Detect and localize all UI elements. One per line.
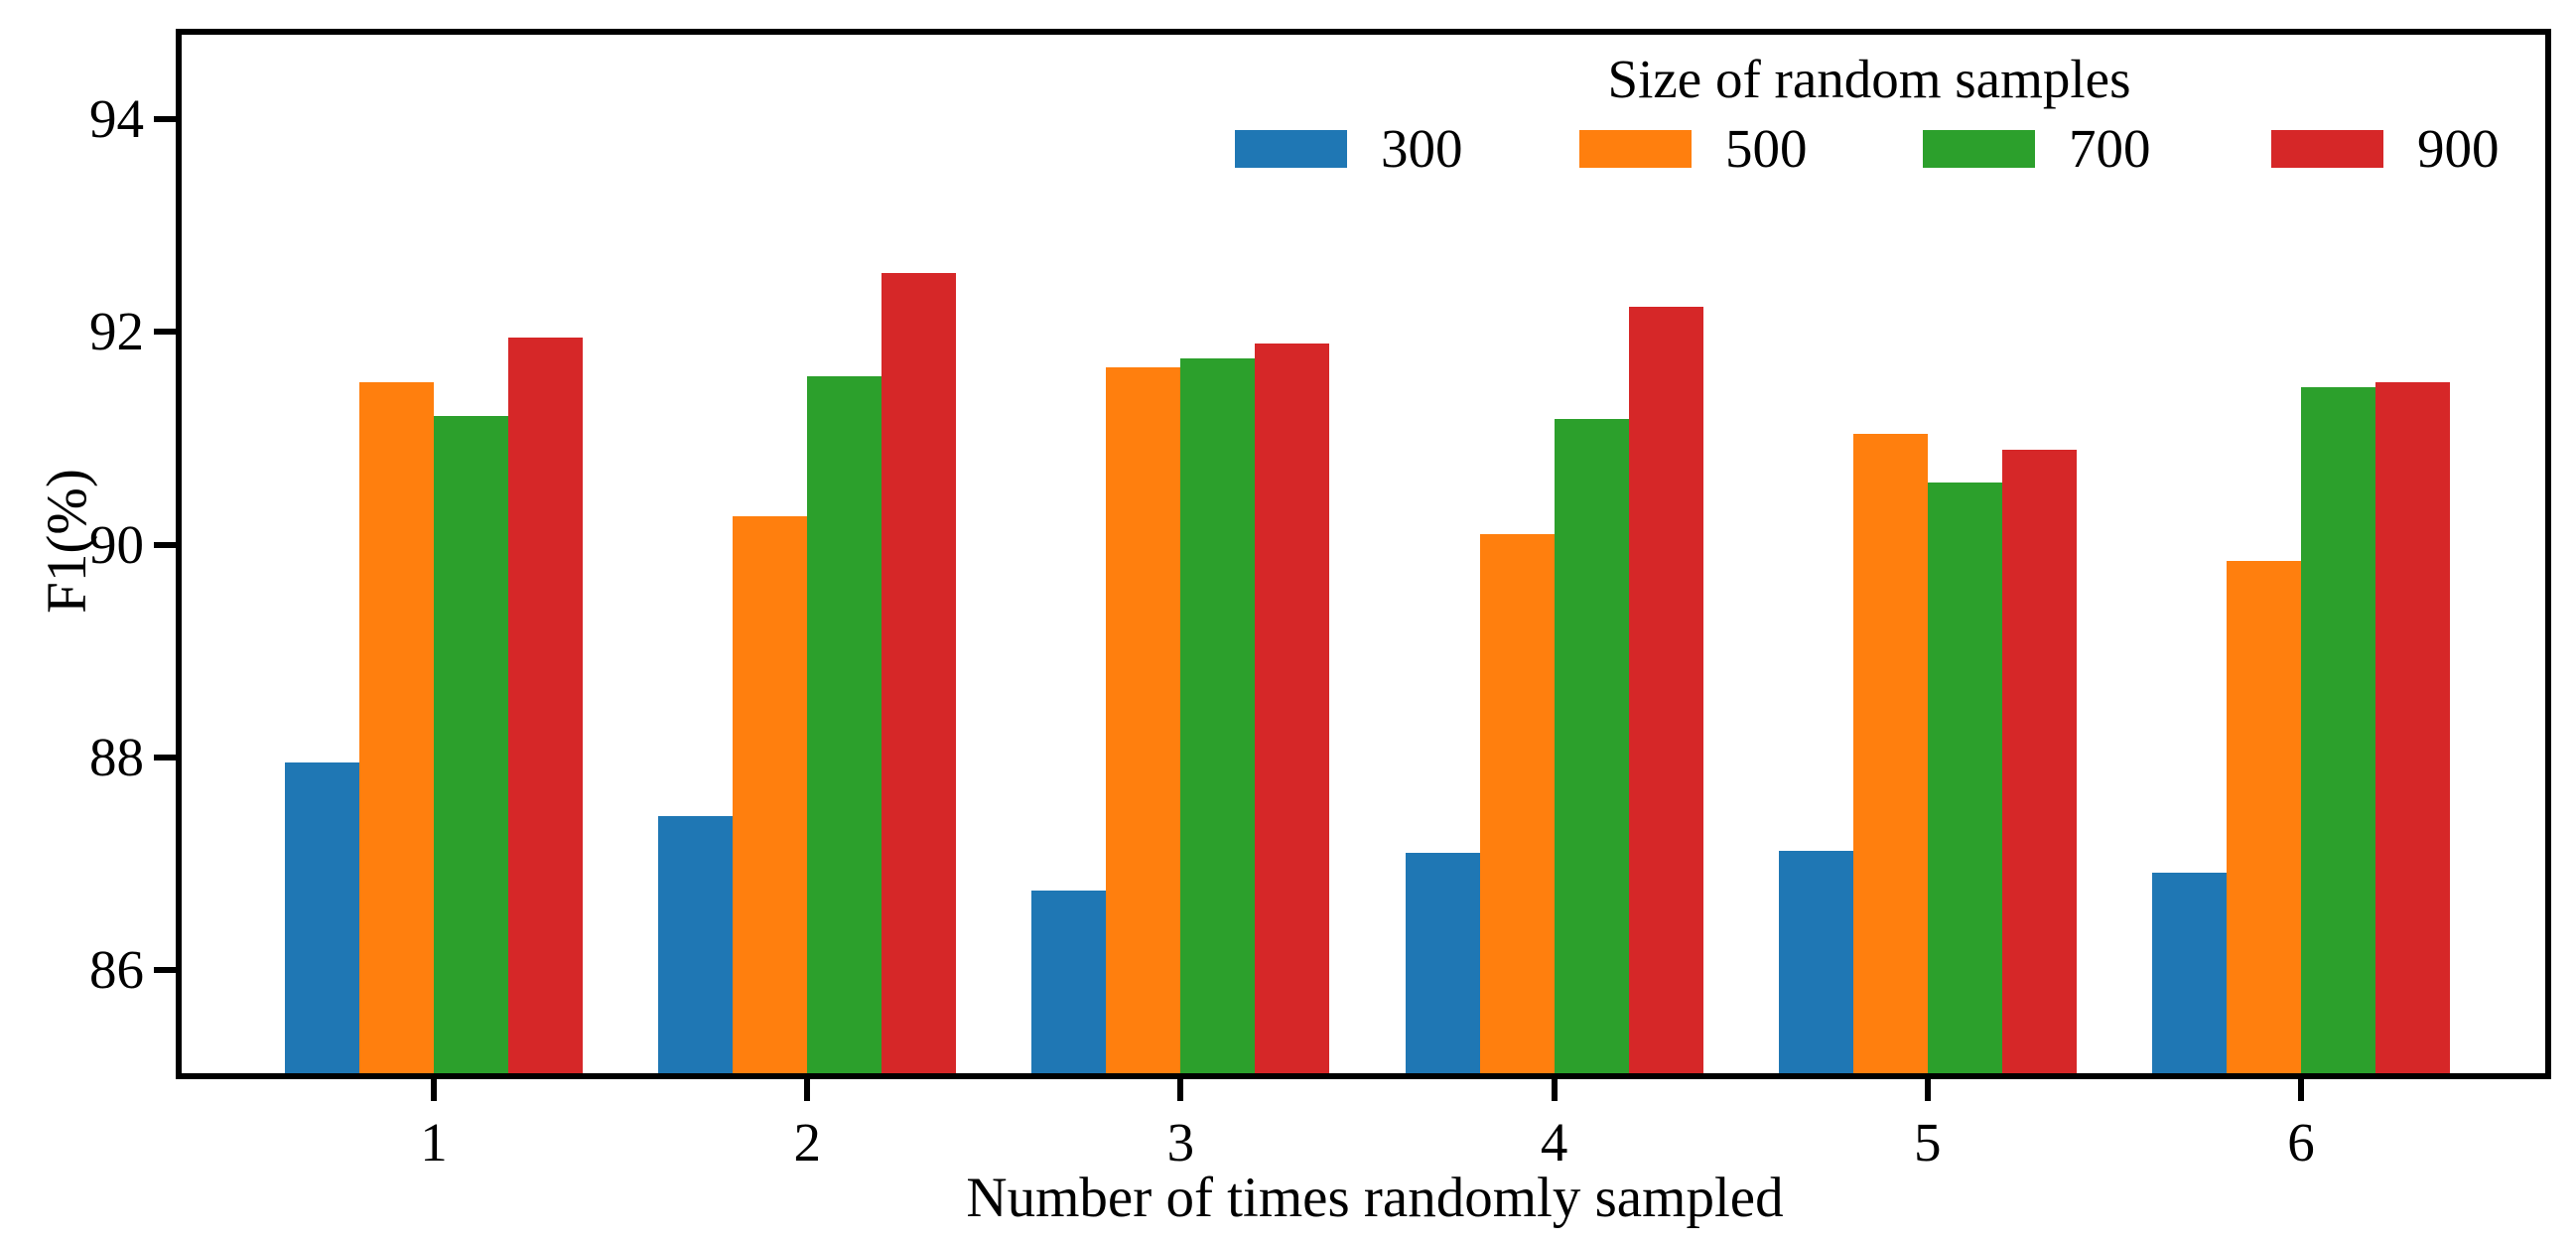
y-axis-tick bbox=[154, 116, 176, 123]
legend-swatch-900 bbox=[2271, 130, 2383, 168]
y-axis-tick bbox=[154, 966, 176, 973]
bar-300-group-6 bbox=[2152, 873, 2227, 1073]
bar-900-group-5 bbox=[2001, 450, 2077, 1073]
legend-label: 300 bbox=[1381, 118, 1463, 179]
x-axis-title: Number of times randomly sampled bbox=[966, 1167, 1784, 1229]
bar-700-group-4 bbox=[1554, 419, 1629, 1073]
bar-500-group-4 bbox=[1479, 533, 1555, 1073]
bar-500-group-5 bbox=[1852, 434, 1928, 1073]
legend-item-500: 500 bbox=[1579, 119, 1808, 179]
y-axis-tick bbox=[154, 754, 176, 760]
bar-300-group-1 bbox=[285, 762, 359, 1073]
bar-300-group-3 bbox=[1031, 890, 1107, 1073]
bar-900-group-6 bbox=[2375, 381, 2450, 1073]
legend-label: 700 bbox=[2069, 118, 2151, 179]
bar-700-group-1 bbox=[434, 415, 508, 1073]
bar-900-group-3 bbox=[1255, 344, 1330, 1073]
x-axis-tick bbox=[1177, 1079, 1184, 1101]
bar-700-group-3 bbox=[1180, 358, 1256, 1073]
x-axis-tick bbox=[2298, 1079, 2304, 1101]
x-axis-tick bbox=[431, 1079, 437, 1101]
bar-500-group-2 bbox=[733, 515, 808, 1073]
x-tick-label: 2 bbox=[793, 1112, 821, 1173]
legend-swatch-700 bbox=[1923, 130, 2035, 168]
y-tick-label: 90 bbox=[89, 513, 144, 575]
x-tick-label: 3 bbox=[1166, 1112, 1195, 1173]
bar-700-group-5 bbox=[1927, 483, 2002, 1073]
x-axis-tick bbox=[804, 1079, 811, 1101]
bar-900-group-4 bbox=[1628, 306, 1703, 1073]
y-tick-label: 94 bbox=[89, 88, 144, 150]
legend-title: Size of random samples bbox=[1607, 49, 2131, 109]
y-axis-tick bbox=[154, 541, 176, 548]
bar-900-group-2 bbox=[881, 273, 957, 1073]
bar-900-group-1 bbox=[508, 337, 583, 1073]
x-axis-tick bbox=[1924, 1079, 1931, 1101]
legend-item-300: 300 bbox=[1235, 119, 1463, 179]
bar-500-group-1 bbox=[359, 381, 434, 1073]
x-tick-label: 5 bbox=[1914, 1112, 1942, 1173]
y-tick-label: 86 bbox=[89, 938, 144, 1000]
legend-item-900: 900 bbox=[2271, 119, 2500, 179]
x-tick-label: 6 bbox=[2287, 1112, 2315, 1173]
bar-500-group-3 bbox=[1106, 366, 1181, 1073]
legend-label: 900 bbox=[2417, 118, 2500, 179]
y-tick-label: 92 bbox=[89, 301, 144, 362]
legend-item-700: 700 bbox=[1923, 119, 2151, 179]
legend-label: 500 bbox=[1725, 118, 1808, 179]
y-tick-label: 88 bbox=[89, 726, 144, 787]
legend-swatch-300 bbox=[1235, 130, 1347, 168]
bar-700-group-6 bbox=[2301, 386, 2375, 1073]
bar-300-group-5 bbox=[1778, 850, 1853, 1073]
bar-300-group-4 bbox=[1405, 853, 1480, 1073]
bar-300-group-2 bbox=[658, 815, 734, 1073]
x-axis-tick bbox=[1551, 1079, 1558, 1101]
legend-swatch-500 bbox=[1579, 130, 1692, 168]
bar-700-group-2 bbox=[807, 376, 882, 1073]
x-tick-label: 4 bbox=[1540, 1112, 1568, 1173]
bar-500-group-6 bbox=[2227, 560, 2301, 1073]
y-axis-tick bbox=[154, 329, 176, 336]
x-tick-label: 1 bbox=[420, 1112, 448, 1173]
